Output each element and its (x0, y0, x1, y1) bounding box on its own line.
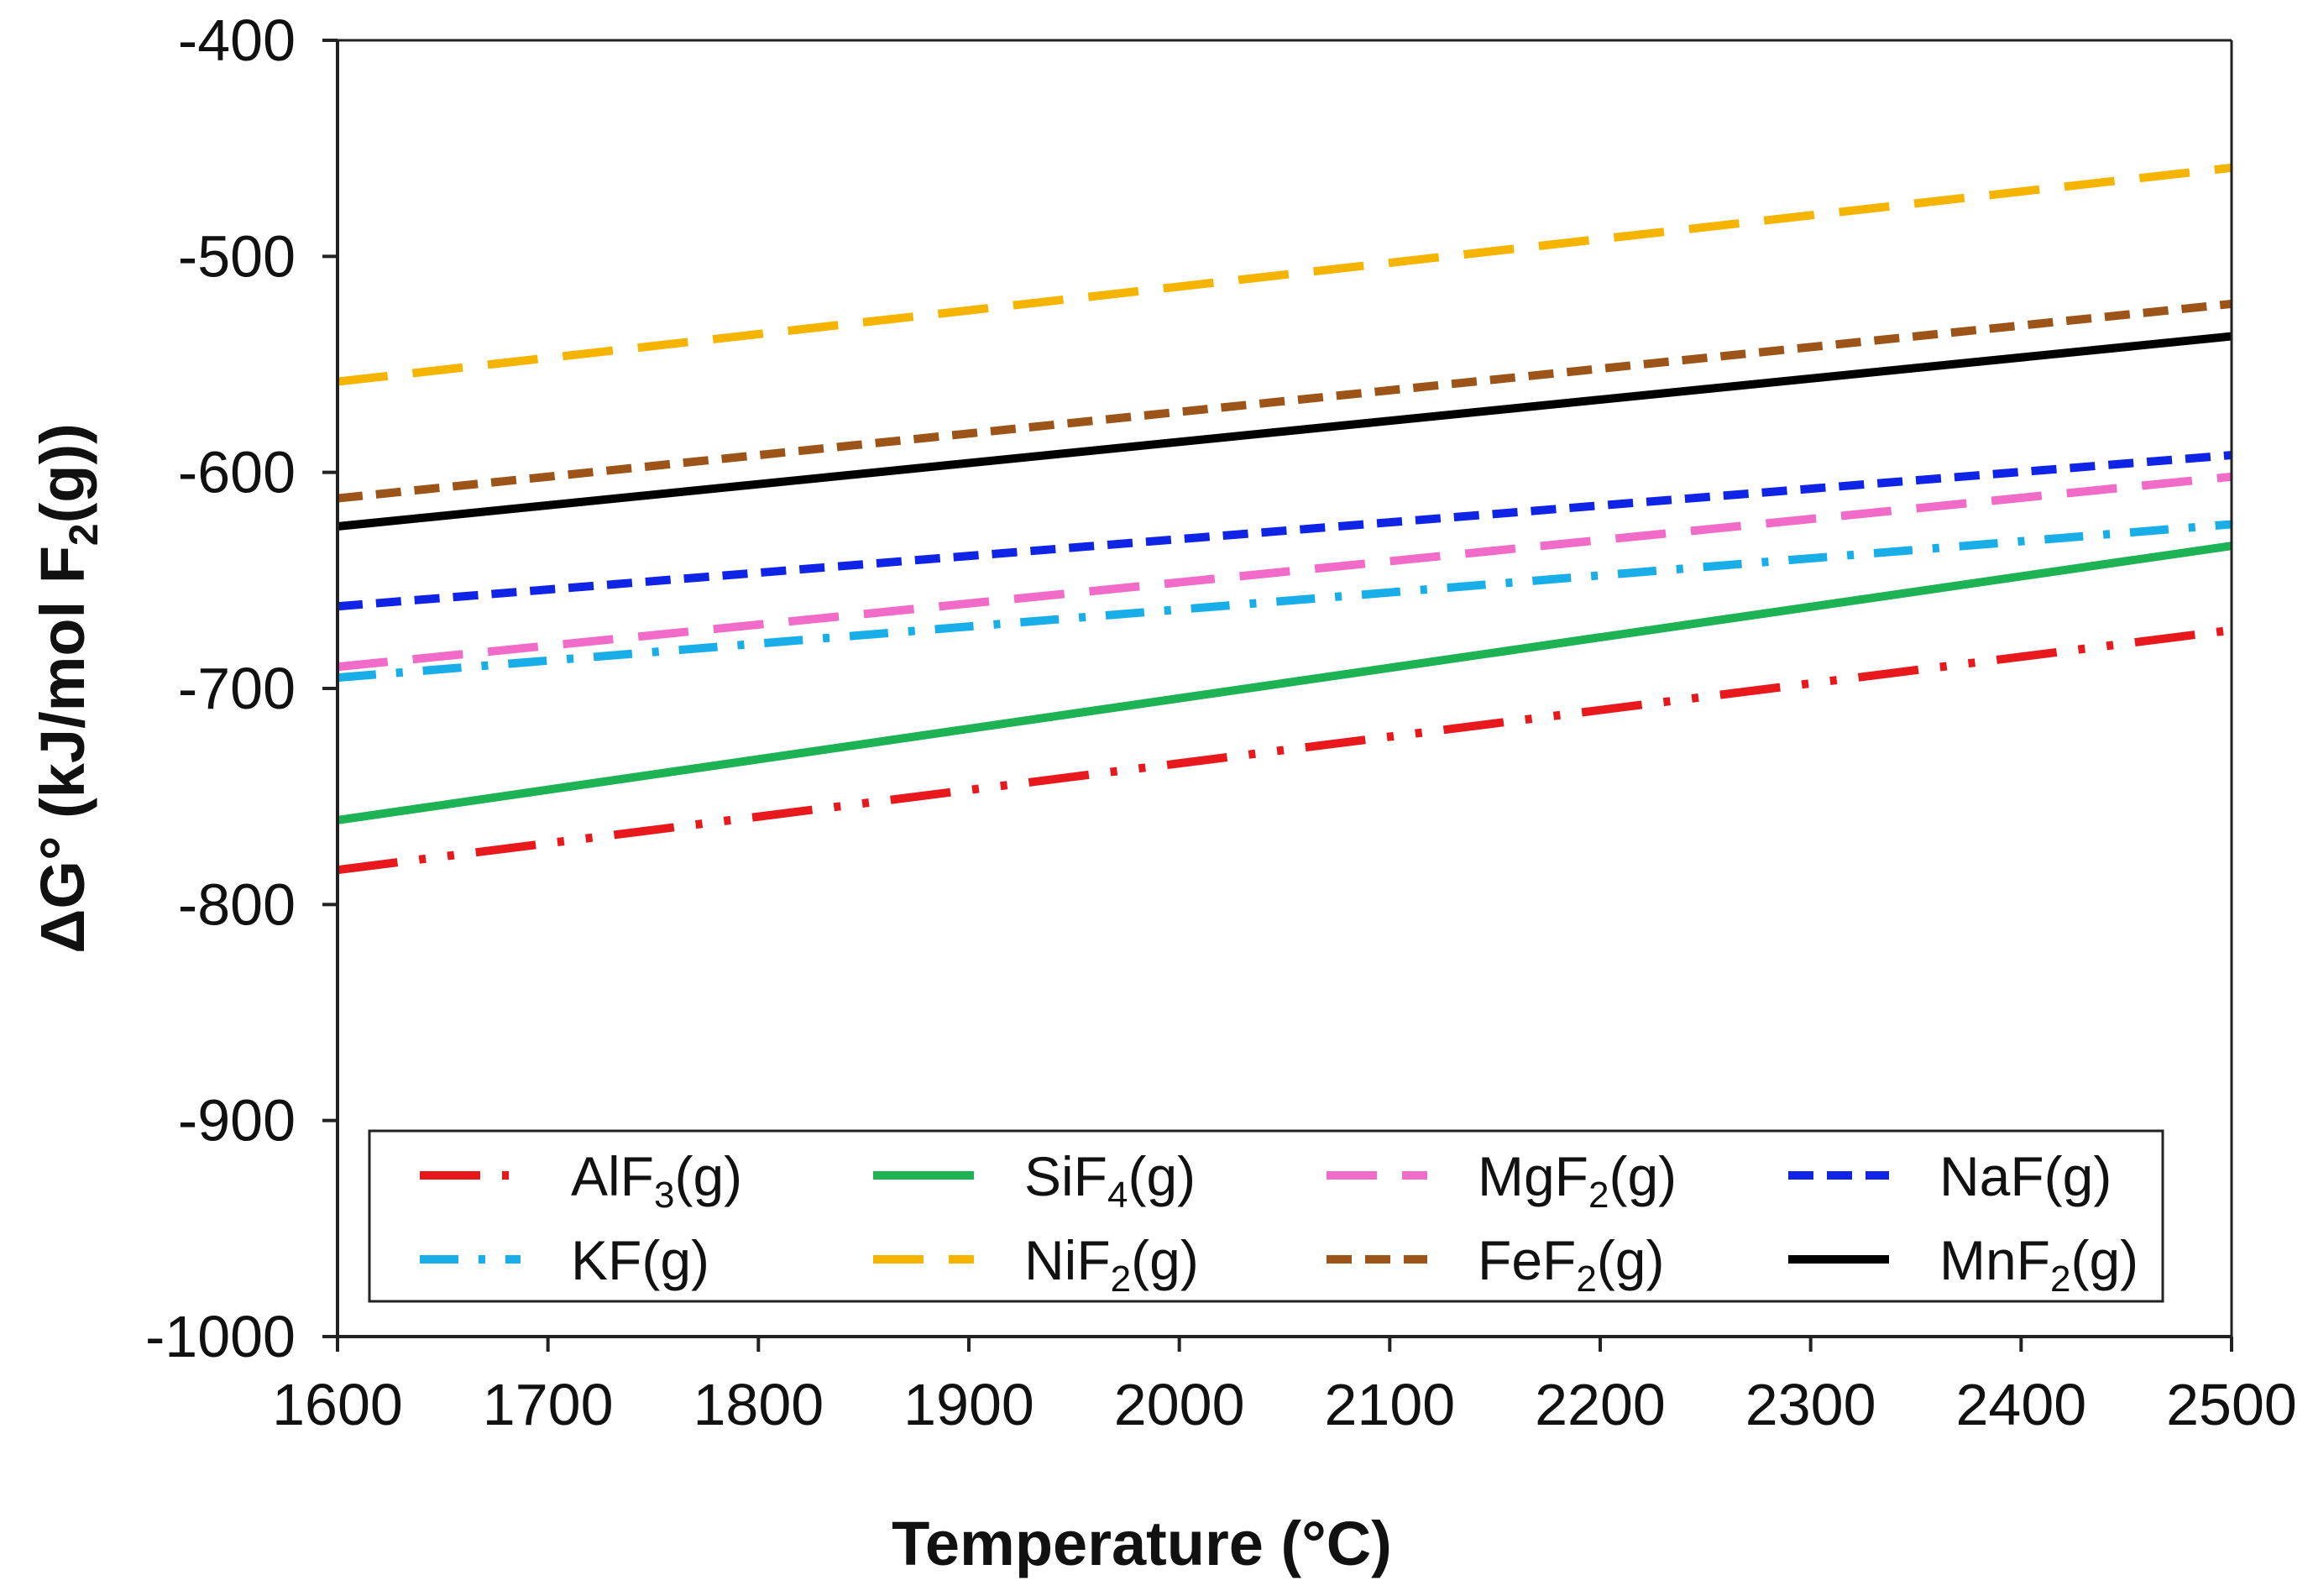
legend-label: SiF4(g) (1024, 1145, 1196, 1216)
x-tick-label: 2100 (1324, 1372, 1455, 1437)
legend-label: KF(g) (571, 1229, 709, 1291)
x-tick-label: 2300 (1745, 1372, 1876, 1437)
legend-label: MgF2(g) (1478, 1145, 1677, 1216)
series-line (337, 163, 2232, 386)
series-line (337, 625, 2232, 875)
x-axis-ticks: 1600 1700 1800 1900 2000 2100 2200 2300 2400 2500 (272, 1337, 2297, 1437)
y-tick-label: -1000 (145, 1304, 296, 1369)
legend-label: FeF2(g) (1478, 1229, 1665, 1300)
y-tick-label: -400 (178, 8, 296, 73)
x-tick-label: 1700 (483, 1372, 614, 1437)
y-tick-label: -600 (178, 440, 296, 505)
x-tick-label: 1800 (693, 1372, 824, 1437)
y-tick-label: -900 (178, 1088, 296, 1154)
x-tick-label: 2400 (1955, 1372, 2086, 1437)
y-tick-label: -500 (178, 223, 296, 289)
x-axis-title: Temperature (°C) (892, 1509, 1392, 1578)
y-tick-label: -700 (178, 656, 296, 721)
legend-label: NiF2(g) (1024, 1229, 1199, 1300)
x-tick-label: 2200 (1535, 1372, 1666, 1437)
x-tick-label: 2000 (1114, 1372, 1245, 1437)
legend-label: MnF2(g) (1939, 1229, 2138, 1300)
y-axis-title: ΔG° (kJ/mol F2(g)) (28, 423, 107, 954)
series-line (337, 451, 2232, 611)
y-tick-label: -800 (178, 871, 296, 937)
y-axis-ticks: -400 -500 -600 -700 -800 -900 -1000 (145, 8, 338, 1369)
series-line (337, 542, 2232, 824)
series-line (337, 472, 2232, 672)
series-line (337, 520, 2232, 683)
x-tick-label: 2500 (2166, 1372, 2297, 1437)
series-line (337, 332, 2232, 531)
legend-label: NaF(g) (1939, 1145, 2112, 1207)
legend-label: AlF3(g) (571, 1145, 742, 1216)
x-tick-label: 1600 (272, 1372, 403, 1437)
legend-box (368, 1129, 2164, 1303)
series-line (337, 299, 2232, 503)
x-tick-label: 1900 (903, 1372, 1034, 1437)
legend: AlF3(g) SiF4(g) MgF2(g) NaF(g) KF(g) NiF2(g) F… (368, 1129, 2164, 1303)
series-lines (337, 163, 2232, 875)
